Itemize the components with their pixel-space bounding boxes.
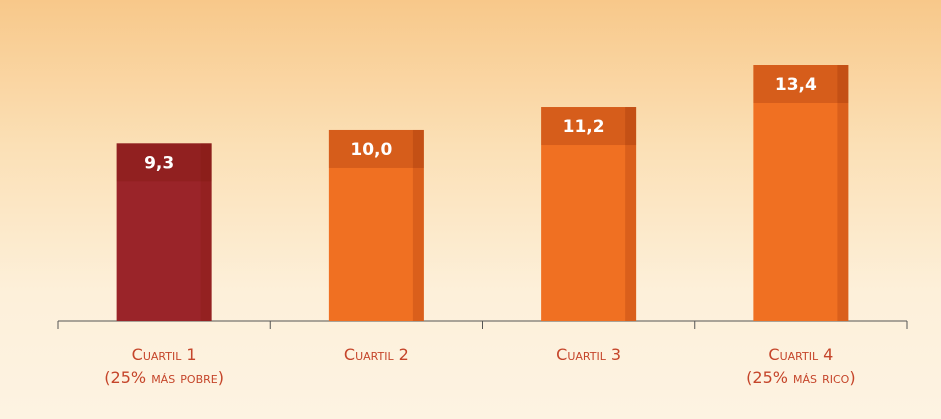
bar (328, 129, 424, 321)
value-label: 9,3 (144, 153, 174, 173)
bar (116, 143, 212, 321)
bar (541, 107, 637, 322)
x-tick-label: Cuartil 3 (556, 345, 622, 364)
x-tick-label: Cuartil 1 (25% más pobre) (104, 345, 224, 387)
bar-shade (837, 65, 849, 321)
bar-cap (328, 129, 424, 168)
value-label: 13,4 (775, 75, 817, 95)
bar-shade (412, 129, 424, 321)
bar-cap (541, 107, 637, 146)
x-tick-label: Cuartil 2 (343, 345, 409, 364)
bar (753, 65, 849, 321)
bar-cap (116, 143, 212, 182)
x-tick-label: Cuartil 4 (25% más rico) (746, 345, 856, 387)
value-label: 10,0 (350, 140, 392, 160)
value-label: 11,2 (563, 117, 605, 137)
bar-shade (625, 107, 637, 322)
bar-shade (200, 143, 212, 321)
bar-cap (753, 65, 849, 103)
